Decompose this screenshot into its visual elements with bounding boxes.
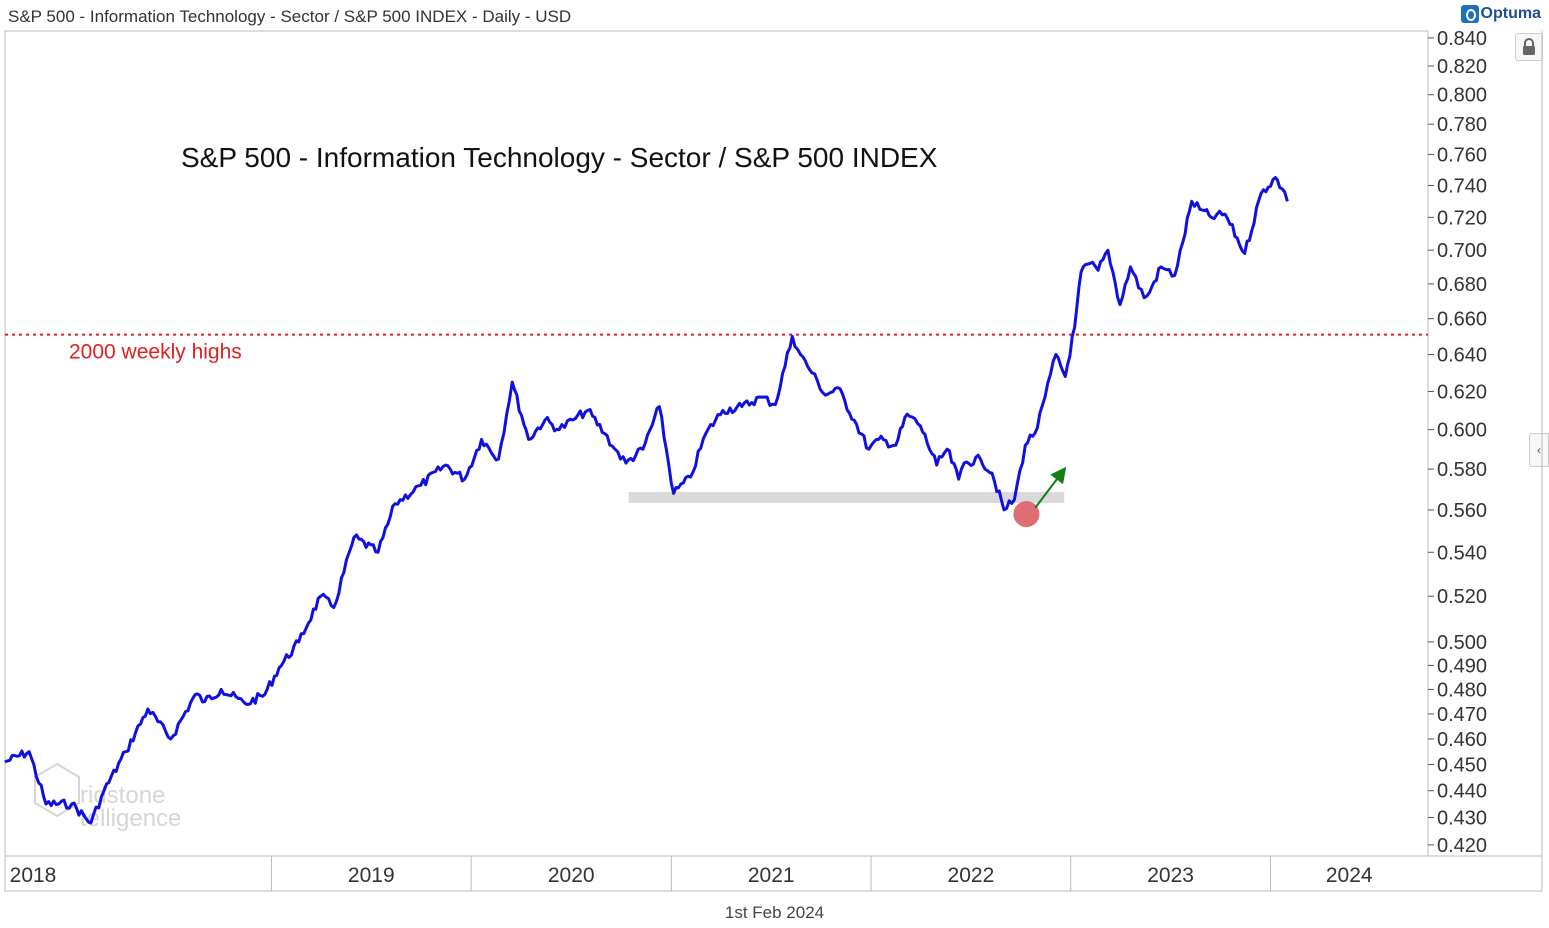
watermark-line-2: telligence bbox=[80, 805, 181, 832]
watermark: ridstone telligence bbox=[34, 762, 181, 832]
lock-icon bbox=[1523, 38, 1535, 55]
y-tick-label: 0.700 bbox=[1437, 240, 1487, 262]
x-tick-label: 2020 bbox=[548, 864, 595, 887]
footer-date: 1st Feb 2024 bbox=[724, 903, 825, 922]
y-axis: 0.420 0.430 0.440 0.450 0.460 0.470 0.4800.490… bbox=[1428, 28, 1487, 857]
x-tick-label: 2019 bbox=[348, 864, 395, 887]
y-tick-label: 0.520 bbox=[1437, 586, 1487, 608]
x-tick-label: 2024 bbox=[1326, 864, 1373, 887]
chart-title: S&P 500 - Information Technology - Secto… bbox=[181, 142, 938, 173]
x-axis: 2018 2019 2020 2021 2022 2023 2024 bbox=[10, 856, 1373, 891]
y-tick-label: 0.460 bbox=[1437, 729, 1487, 751]
y-tick-label: 0.500 bbox=[1437, 632, 1487, 654]
brand-name: Optuma bbox=[1480, 5, 1541, 22]
y-tick-label: 0.800 bbox=[1437, 85, 1487, 107]
y-tick-label: 0.450 bbox=[1437, 755, 1487, 777]
brand-logo: Optuma bbox=[1460, 5, 1541, 23]
y-tick-label: 0.420 bbox=[1437, 835, 1487, 857]
optuma-logo-icon bbox=[1460, 5, 1479, 23]
y-tick-label: 0.490 bbox=[1437, 655, 1487, 677]
low-marker bbox=[1013, 501, 1040, 528]
y-tick-label: 0.560 bbox=[1437, 500, 1487, 522]
y-tick-label: 0.470 bbox=[1437, 704, 1487, 726]
y-tick-label: 0.760 bbox=[1437, 144, 1487, 166]
y-tick-label: 0.820 bbox=[1437, 56, 1487, 78]
y-tick-label: 0.620 bbox=[1437, 381, 1487, 403]
reference-line-label: 2000 weekly highs bbox=[69, 341, 242, 364]
y-tick-label: 0.840 bbox=[1437, 28, 1487, 50]
y-tick-label: 0.480 bbox=[1437, 679, 1487, 701]
y-tick-label: 0.440 bbox=[1437, 781, 1487, 803]
y-tick-label: 0.430 bbox=[1437, 807, 1487, 829]
chart-header: S&P 500 - Information Technology - Secto… bbox=[8, 7, 572, 26]
y-tick-label: 0.740 bbox=[1437, 175, 1487, 197]
x-axis-box bbox=[4, 855, 1543, 892]
y-tick-label: 0.720 bbox=[1437, 207, 1487, 229]
x-tick-label: 2023 bbox=[1147, 864, 1194, 887]
y-tick-label: 0.640 bbox=[1437, 344, 1487, 366]
watermark-line-1: ridstone bbox=[80, 782, 165, 809]
y-tick-label: 0.660 bbox=[1437, 309, 1487, 331]
bounce-arrow-icon bbox=[1034, 466, 1067, 509]
y-tick-label: 0.580 bbox=[1437, 459, 1487, 481]
y-tick-label: 0.600 bbox=[1437, 420, 1487, 442]
support-band bbox=[628, 492, 1065, 504]
x-tick-label: 2022 bbox=[948, 864, 995, 887]
y-tick-label: 0.540 bbox=[1437, 542, 1487, 564]
watermark-hexagon-icon bbox=[34, 762, 80, 818]
y-tick-label: 0.680 bbox=[1437, 274, 1487, 296]
series-line bbox=[4, 176, 1289, 825]
x-tick-label: 2021 bbox=[748, 864, 795, 887]
x-tick-label: 2018 bbox=[10, 864, 57, 887]
y-tick-label: 0.780 bbox=[1437, 114, 1487, 136]
